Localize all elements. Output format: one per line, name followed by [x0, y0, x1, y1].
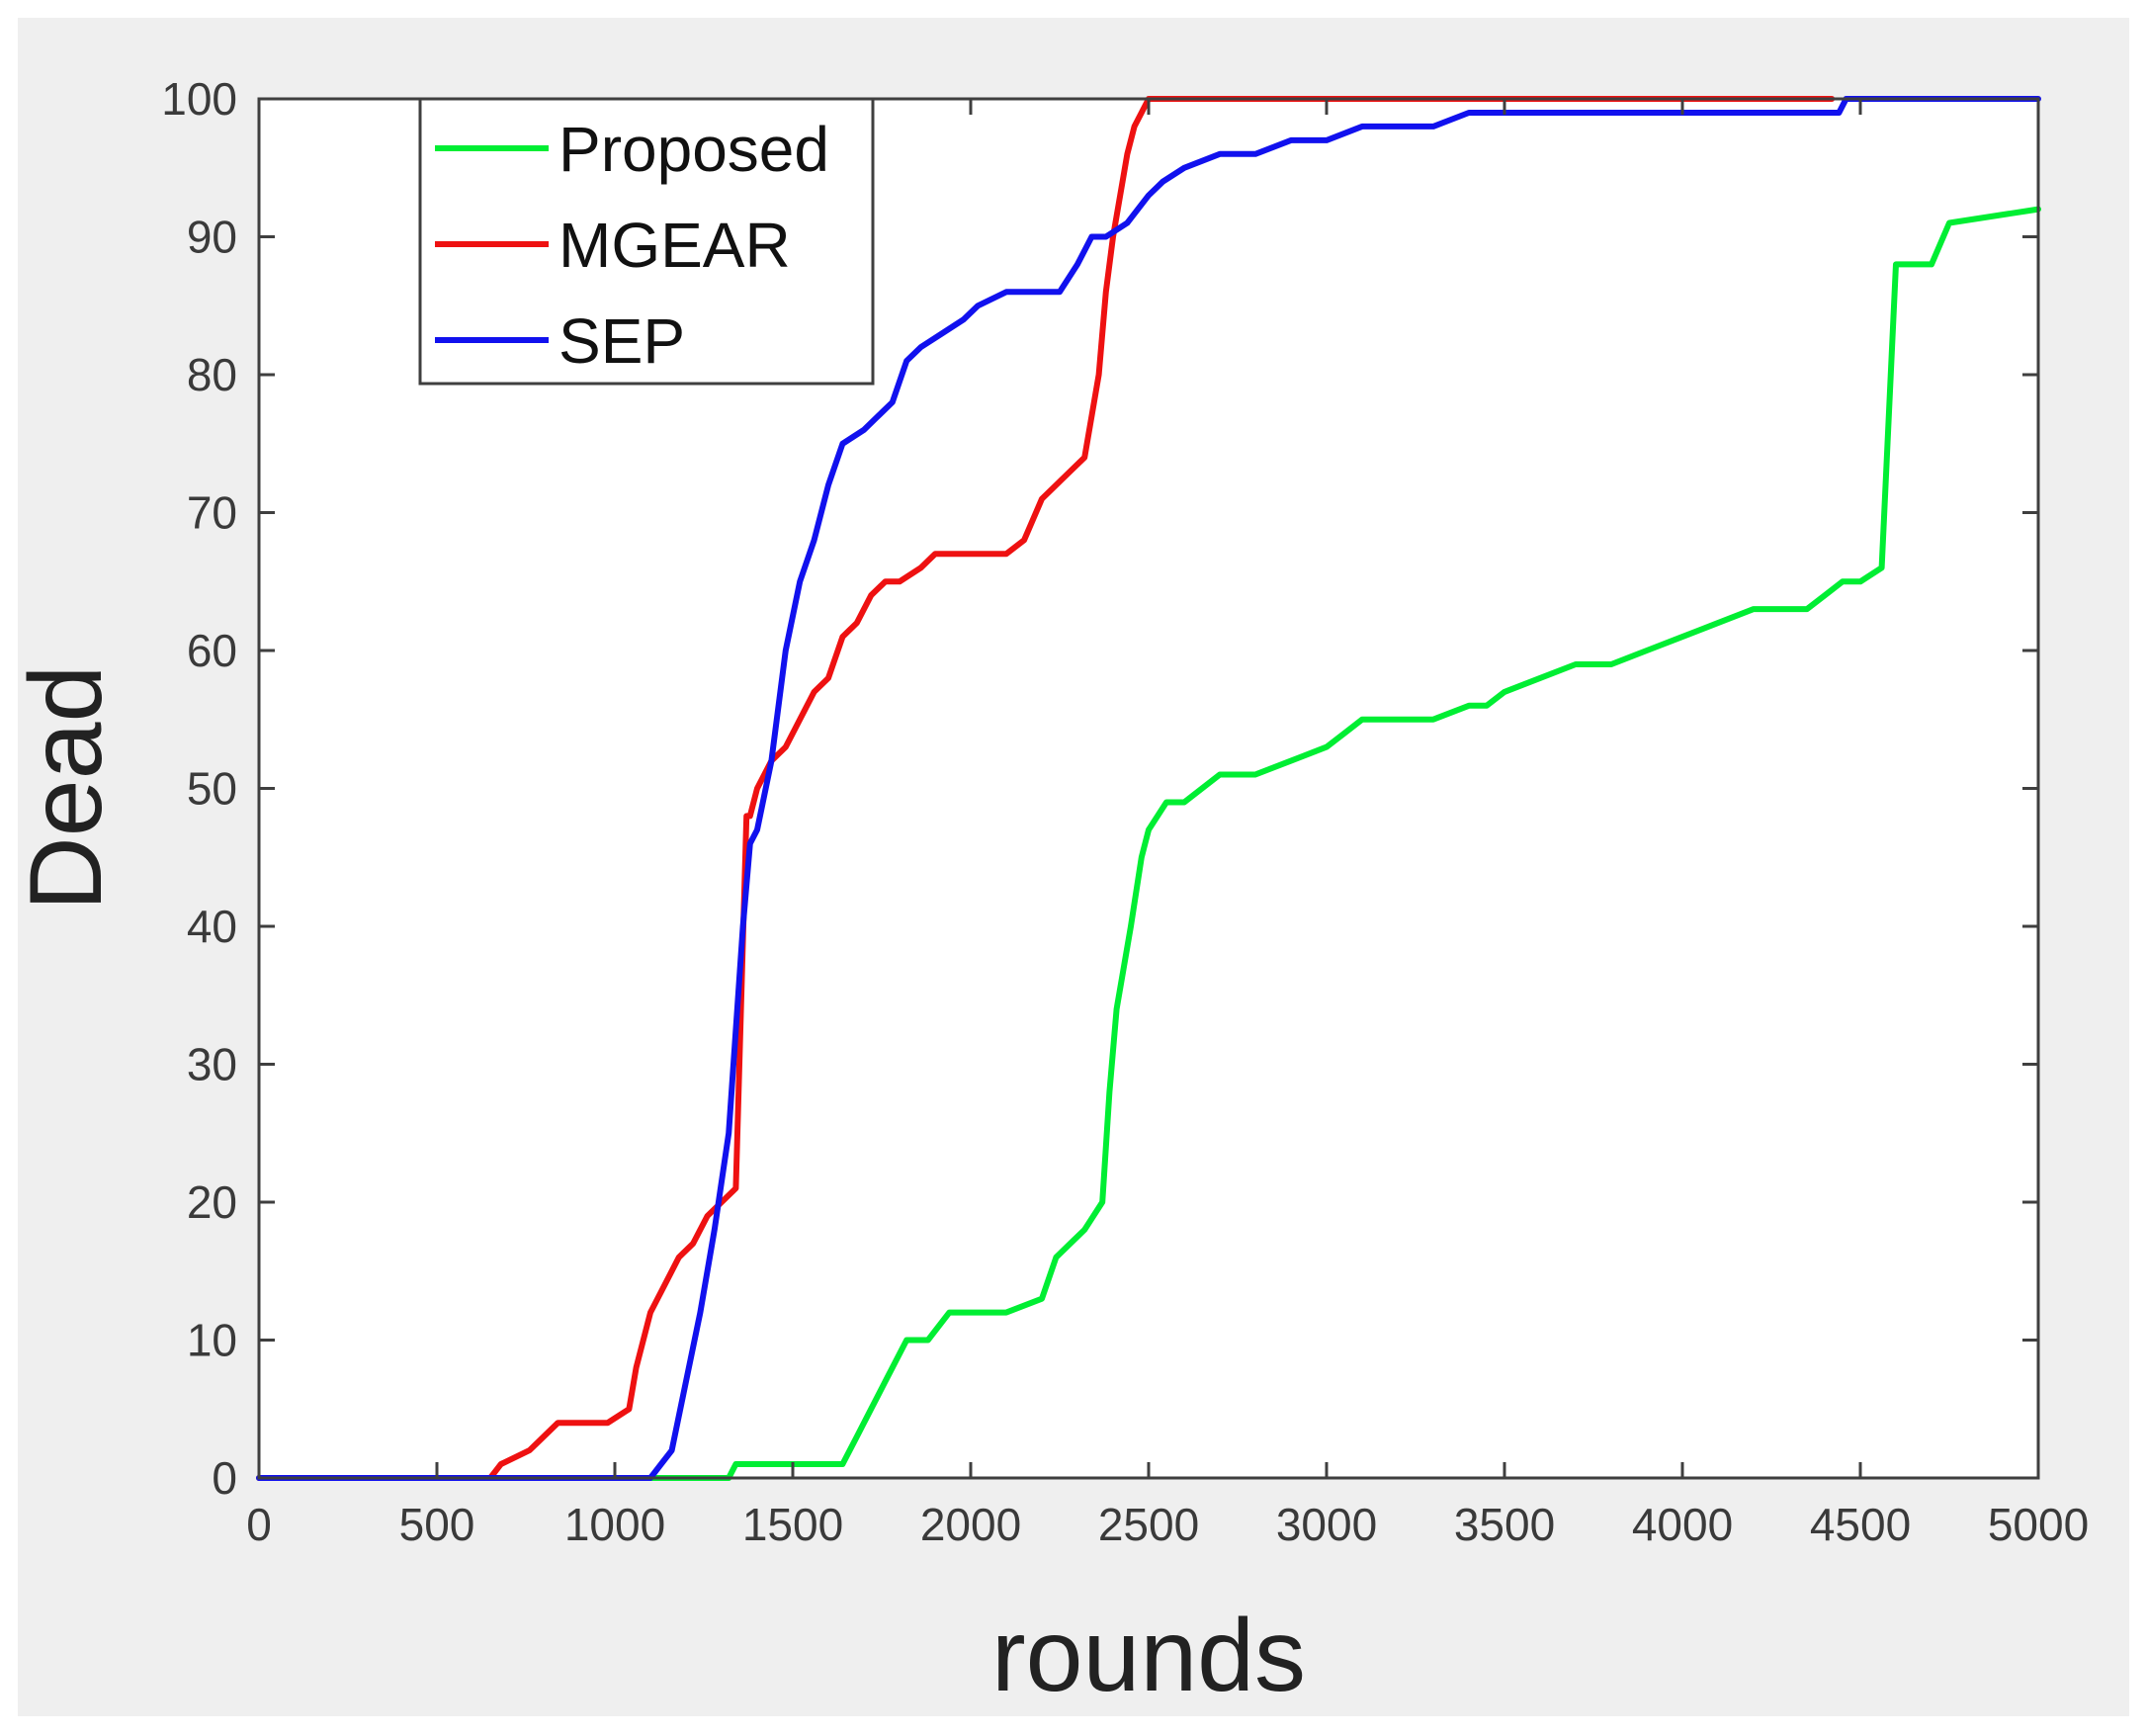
y-tick-label: 10: [187, 1315, 237, 1366]
x-tick-label: 1500: [742, 1499, 843, 1550]
y-axis-title: Dead: [9, 665, 124, 911]
y-tick-label: 90: [187, 212, 237, 263]
x-tick-label: 3000: [1276, 1499, 1377, 1550]
y-tick-label: 0: [212, 1452, 237, 1504]
legend-label-sep: SEP: [558, 305, 685, 377]
y-tick-label: 40: [187, 901, 237, 952]
series-line-proposed: [256, 206, 2041, 1481]
x-tick-label: 4000: [1632, 1499, 1733, 1550]
series-layer: [256, 96, 2041, 1481]
x-tick-label: 5000: [1988, 1499, 2089, 1550]
x-tick-label: 1000: [564, 1499, 665, 1550]
series-line-mgear: [256, 96, 1836, 1481]
x-axis-title: rounds: [991, 1599, 1306, 1713]
x-tick-label: 500: [399, 1499, 475, 1550]
series-line-sep: [256, 96, 2041, 1481]
y-tick-label: 20: [187, 1176, 237, 1228]
x-tick-label: 2000: [920, 1499, 1021, 1550]
x-tick-label: 4500: [1810, 1499, 1911, 1550]
y-tick-label: 100: [161, 73, 237, 125]
x-tick-label: 2500: [1098, 1499, 1199, 1550]
y-tick-label: 30: [187, 1039, 237, 1090]
legend-label-mgear: MGEAR: [558, 210, 791, 281]
y-tick-label: 50: [187, 763, 237, 815]
y-tick-label: 60: [187, 625, 237, 676]
legend-entries: Proposed MGEAR SEP: [435, 114, 829, 377]
y-tick-label: 80: [187, 349, 237, 400]
ticks-layer: 0 500 1000 1500 2000 2500 3000 3500 4000 4500 5000…: [161, 73, 2089, 1550]
legend: Proposed MGEAR SEP: [418, 97, 875, 386]
legend-label-proposed: Proposed: [558, 114, 829, 185]
y-tick-label: 70: [187, 487, 237, 539]
x-tick-label: 0: [246, 1499, 272, 1550]
x-tick-label: 3500: [1454, 1499, 1555, 1550]
